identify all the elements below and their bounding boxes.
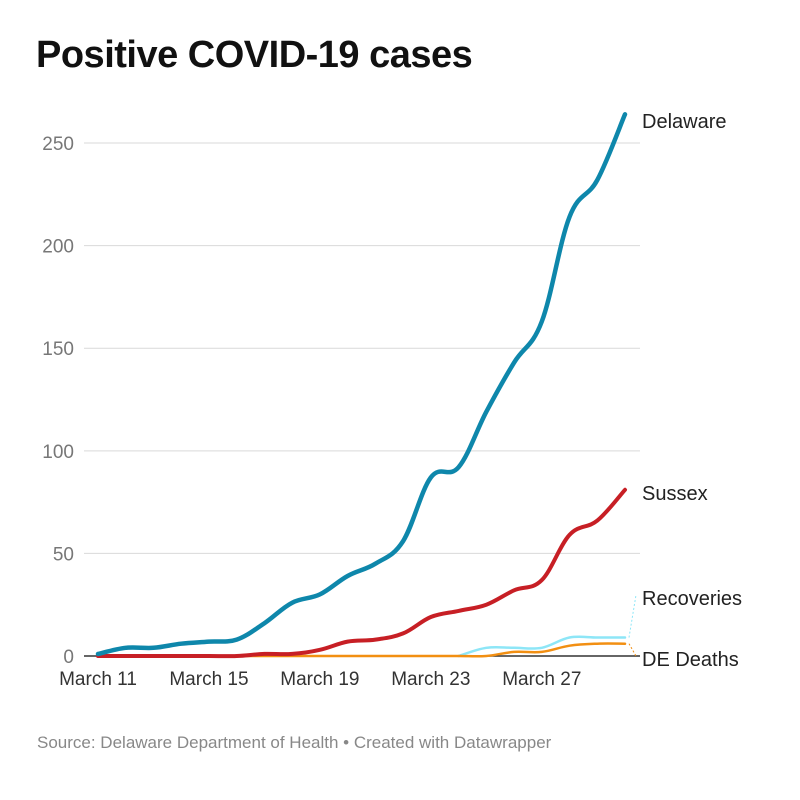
series-lines xyxy=(95,112,628,659)
label-leader-line xyxy=(628,643,637,657)
chart-title: Positive COVID-19 cases xyxy=(36,34,473,76)
x-tick-label: March 15 xyxy=(169,669,248,690)
x-tick-label: March 23 xyxy=(391,669,470,690)
x-tick-label: March 19 xyxy=(280,669,359,690)
x-tick-labels: March 11 March 15 March 19 March 23 March 27 xyxy=(59,669,581,690)
gridlines xyxy=(84,142,640,657)
y-tick-label: 250 xyxy=(42,134,74,155)
label-leader-line xyxy=(628,594,637,638)
source-note: Source: Delaware Department of Health • … xyxy=(37,733,552,752)
y-tick-label: 50 xyxy=(53,544,74,565)
series-line-delaware xyxy=(95,112,628,657)
series-label-recoveries: Recoveries xyxy=(642,588,742,610)
series-label-sussex: Sussex xyxy=(642,483,708,505)
series-label-delaware: Delaware xyxy=(642,111,726,133)
y-tick-label: 200 xyxy=(42,237,74,258)
label-leaders xyxy=(628,594,637,657)
x-tick-label: March 11 xyxy=(59,669,137,690)
series-line-recoveries xyxy=(457,635,627,658)
y-tick-label: 150 xyxy=(42,339,74,360)
y-tick-label: 100 xyxy=(42,442,74,463)
y-tick-label: 0 xyxy=(63,647,74,668)
x-tick-label: March 27 xyxy=(502,669,581,690)
series-labels: Delaware Sussex Recoveries DE Deaths xyxy=(642,111,742,671)
series-label-de-deaths: DE Deaths xyxy=(642,649,739,671)
y-tick-labels: 0 50 100 150 200 250 xyxy=(42,134,74,668)
series-line-sussex xyxy=(96,487,627,659)
